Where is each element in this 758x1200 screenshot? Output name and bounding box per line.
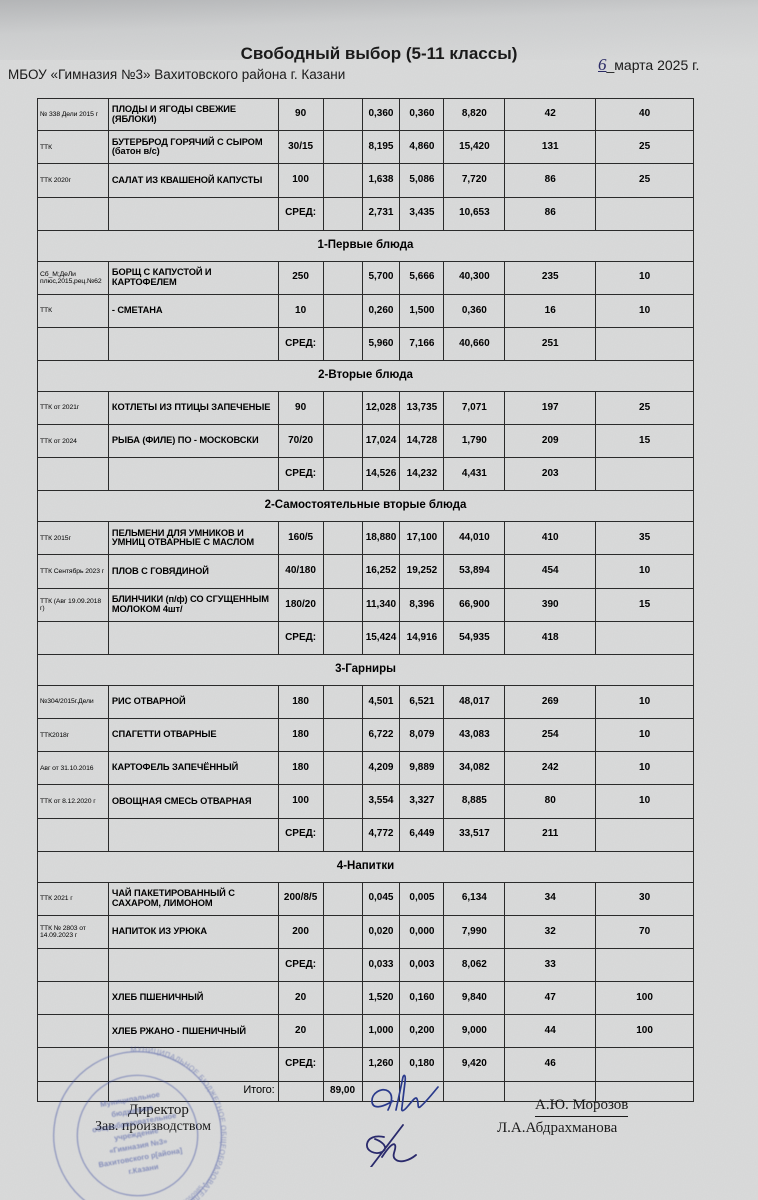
svg-text:Муниципальное бюджетно: Муниципальное бюджетное общеобразователь… [87, 1087, 187, 1181]
svg-text:ОГРН 1021602842216 • ИНН 16550: ОГРН 1021602842216 • ИНН 1655050985 • [88, 1180, 213, 1200]
